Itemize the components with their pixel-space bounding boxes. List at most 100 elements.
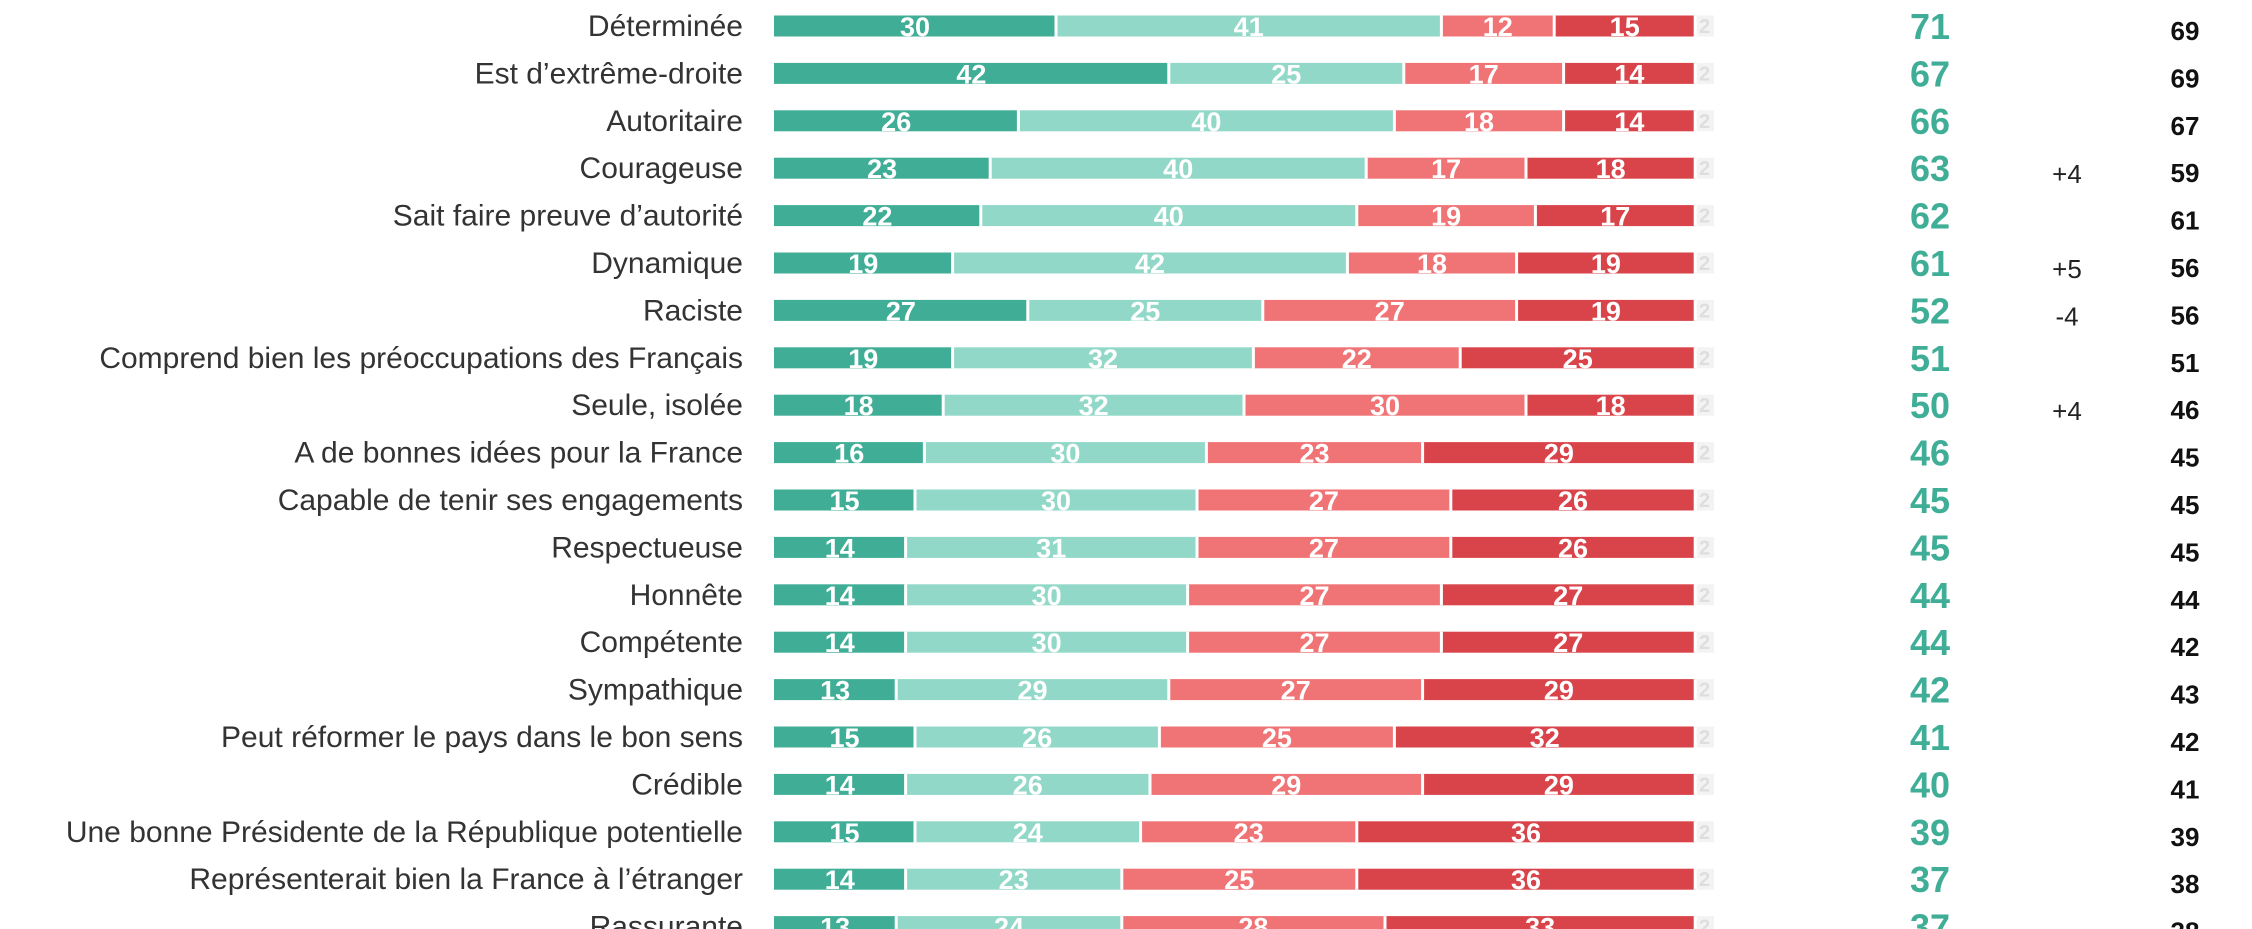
bar-segment-a: [774, 726, 915, 748]
bar-segment-b: [905, 773, 1150, 795]
bar-separator: [1383, 916, 1387, 929]
bar-separator: [1693, 916, 1697, 929]
category-label: Crédible: [631, 768, 743, 801]
chart-row: Autoritaire 26 40 18 14 2 66 67: [606, 101, 2199, 142]
bar-separator: [1157, 726, 1161, 748]
previous-value: 69: [2171, 16, 2200, 46]
bar-segment-b: [1056, 15, 1442, 37]
bar-segment-e: [1695, 442, 1714, 464]
category-label: Capable de tenir ses engagements: [278, 484, 743, 517]
bar-separator: [1355, 205, 1359, 227]
data-label: 14: [1614, 59, 1644, 89]
bar-segment-d: [1450, 489, 1696, 511]
bar-segment-c: [1168, 679, 1423, 701]
bar-segment-e: [1695, 394, 1714, 416]
total-value: 44: [1910, 575, 1950, 616]
bar-segment-b: [952, 347, 1254, 369]
category-label: Compétente: [580, 626, 743, 659]
bar-separator: [1693, 299, 1697, 321]
data-label: 30: [1041, 486, 1071, 516]
chart-row: Représenterait bien la France à l’étrang…: [189, 859, 2199, 900]
data-label: 2: [1699, 680, 1710, 702]
bar-segment-d: [1422, 442, 1696, 464]
bar-segment-c: [1394, 110, 1564, 132]
bar-segment-e: [1695, 252, 1714, 274]
data-label: 29: [1271, 770, 1301, 800]
bar-separator: [894, 679, 898, 701]
category-label: Dynamique: [591, 247, 743, 280]
bar-separator: [894, 916, 898, 929]
data-label: 19: [1591, 296, 1621, 326]
data-label: 33: [1525, 913, 1555, 929]
bar-segment-b: [915, 489, 1197, 511]
data-label: 41: [1234, 12, 1264, 42]
bar-separator: [1693, 62, 1697, 84]
bar-separator: [1693, 15, 1697, 37]
change-value: +4: [2052, 159, 2082, 189]
bar-segment-e: [1695, 157, 1714, 179]
data-label: 2: [1699, 917, 1710, 929]
bar-segment-b: [896, 679, 1169, 701]
category-label: Peut réformer le pays dans le bon sens: [221, 721, 743, 754]
data-label: 25: [1130, 296, 1160, 326]
bar-separator: [1693, 536, 1697, 558]
data-label: 18: [1464, 107, 1494, 137]
bar-segment-c: [1356, 205, 1536, 227]
total-value: 63: [1910, 148, 1950, 189]
bar-segment-c: [1187, 584, 1442, 606]
data-label: 32: [1088, 344, 1118, 374]
data-label: 36: [1511, 865, 1541, 895]
total-value: 61: [1910, 243, 1950, 284]
chart-row: Est d’extrême-droite 42 25 17 14 2 67 69: [475, 53, 2200, 94]
category-label: Comprend bien les préoccupations des Fra…: [99, 342, 743, 375]
data-label: 29: [1017, 676, 1047, 706]
data-label: 32: [1530, 723, 1560, 753]
data-label: 26: [1013, 770, 1043, 800]
data-label: 25: [1271, 59, 1301, 89]
bar-segment-c: [1150, 773, 1423, 795]
chart-row: A de bonnes idées pour la France 16 30 23 29…: [294, 433, 2199, 474]
bar-segment-d: [1516, 299, 1696, 321]
bar-segment-c: [1403, 62, 1564, 84]
previous-value: 45: [2171, 537, 2200, 567]
bar-separator: [1355, 868, 1359, 890]
bar-segment-b: [952, 252, 1348, 274]
data-label: 26: [1022, 723, 1052, 753]
total-value: 44: [1910, 622, 1950, 663]
data-label: 17: [1469, 59, 1499, 89]
data-label: 2: [1699, 727, 1710, 749]
total-value: 67: [1910, 53, 1950, 94]
bar-segment-e: [1695, 584, 1714, 606]
bar-segment-a: [774, 252, 953, 274]
previous-value: 51: [2171, 348, 2200, 378]
chart-row: Rassurante 13 24 28 33 2 37 38: [590, 907, 2199, 929]
bar-separator: [1693, 347, 1697, 369]
bar-segment-e: [1695, 631, 1714, 653]
bar-separator: [904, 584, 908, 606]
chart-row: Raciste 27 25 27 19 2 52 -4 56: [643, 290, 2200, 331]
total-value: 39: [1910, 812, 1950, 853]
bar-separator: [1515, 299, 1519, 321]
data-label: 14: [825, 628, 855, 658]
category-label: Seule, isolée: [571, 389, 743, 422]
bar-separator: [1552, 15, 1556, 37]
chart-row: Peut réformer le pays dans le bon sens 15…: [221, 717, 2199, 758]
bar-segment-c: [1262, 299, 1517, 321]
bar-segment-c: [1121, 868, 1357, 890]
data-label: 30: [1050, 439, 1080, 469]
data-label: 25: [1262, 723, 1292, 753]
data-label: 32: [1079, 391, 1109, 421]
previous-value: 45: [2171, 490, 2200, 520]
bar-separator: [913, 821, 917, 843]
data-label: 2: [1699, 443, 1710, 465]
data-label: 14: [1614, 107, 1644, 137]
bar-segment-a: [774, 299, 1028, 321]
data-label: 14: [825, 865, 855, 895]
bar-segment-e: [1695, 679, 1714, 701]
bar-segment-a: [774, 205, 981, 227]
bar-separator: [1693, 679, 1697, 701]
bar-separator: [1693, 157, 1697, 179]
data-label: 15: [829, 486, 859, 516]
total-value: 52: [1910, 290, 1950, 331]
bar-segment-e: [1695, 205, 1714, 227]
